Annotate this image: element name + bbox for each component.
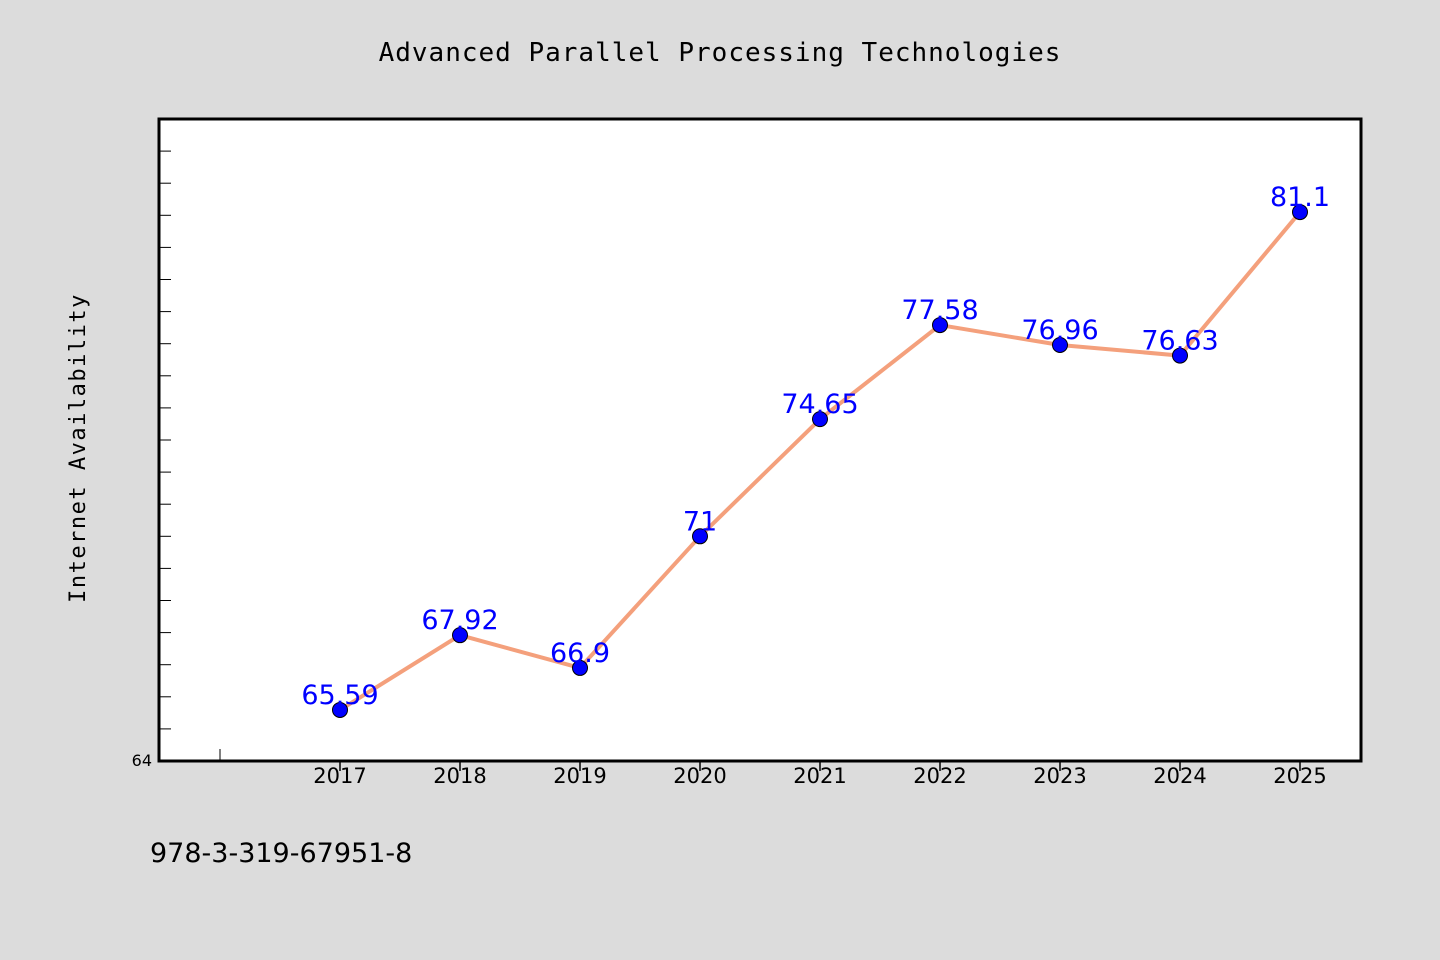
x-tick-label: 2018 bbox=[433, 764, 486, 788]
series-layer: 65.59 67.92 66.9 71 74.65 77.58 76.96 76.63 81.1 bbox=[301, 182, 1330, 718]
data-label: 65.59 bbox=[301, 680, 378, 711]
y-tick-label-min: 64 bbox=[132, 751, 152, 770]
x-tick-label: 2021 bbox=[793, 764, 846, 788]
data-label: 81.1 bbox=[1270, 182, 1330, 213]
x-tick-label: 2022 bbox=[913, 764, 966, 788]
data-label: 71 bbox=[683, 506, 717, 537]
data-label: 77.58 bbox=[901, 295, 978, 326]
y-axis-ticks bbox=[159, 150, 171, 730]
isbn-footer: 978-3-319-67951-8 bbox=[150, 838, 412, 869]
data-point bbox=[932, 317, 948, 334]
x-tick-label: 2019 bbox=[553, 764, 606, 788]
data-point bbox=[332, 701, 348, 718]
data-label: 66.9 bbox=[550, 638, 610, 669]
chart-title: Advanced Parallel Processing Technologie… bbox=[379, 38, 1062, 68]
x-tick-label: 2024 bbox=[1153, 764, 1206, 788]
x-tick-label: 2025 bbox=[1273, 764, 1326, 788]
data-point bbox=[692, 528, 708, 545]
data-point bbox=[812, 411, 828, 428]
plot-area bbox=[157, 117, 1363, 763]
data-point bbox=[1052, 336, 1068, 353]
x-tick-label: 2020 bbox=[673, 764, 726, 788]
data-label: 74.65 bbox=[781, 389, 858, 420]
x-tick-label: 2017 bbox=[313, 764, 366, 788]
data-label: 67.92 bbox=[421, 605, 498, 636]
y-axis-label: Internet Availability bbox=[66, 293, 91, 603]
x-axis-ticks: 2017 2018 2019 2020 2021 2022 2023 2024 2025 bbox=[219, 749, 1327, 788]
data-label: 76.96 bbox=[1021, 315, 1098, 346]
x-tick-label: 2023 bbox=[1033, 764, 1086, 788]
data-label: 76.63 bbox=[1141, 326, 1218, 357]
data-point bbox=[1172, 347, 1188, 364]
data-point bbox=[452, 627, 468, 644]
data-point bbox=[1292, 204, 1308, 221]
data-point bbox=[572, 659, 588, 676]
